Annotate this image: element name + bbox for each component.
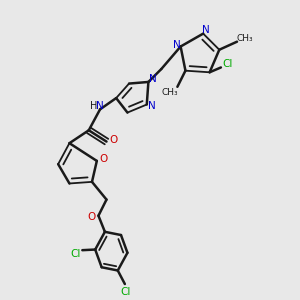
Text: Cl: Cl	[222, 59, 233, 69]
Text: N: N	[202, 25, 210, 35]
Text: Cl: Cl	[121, 287, 131, 297]
Text: H: H	[90, 101, 97, 111]
Text: O: O	[87, 212, 95, 222]
Text: Cl: Cl	[71, 249, 81, 260]
Text: N: N	[96, 101, 104, 111]
Text: N: N	[173, 40, 181, 50]
Text: O: O	[110, 135, 118, 145]
Text: CH₃: CH₃	[237, 34, 254, 43]
Text: CH₃: CH₃	[162, 88, 178, 97]
Text: O: O	[100, 154, 108, 164]
Text: N: N	[148, 101, 156, 111]
Text: N: N	[149, 74, 157, 84]
